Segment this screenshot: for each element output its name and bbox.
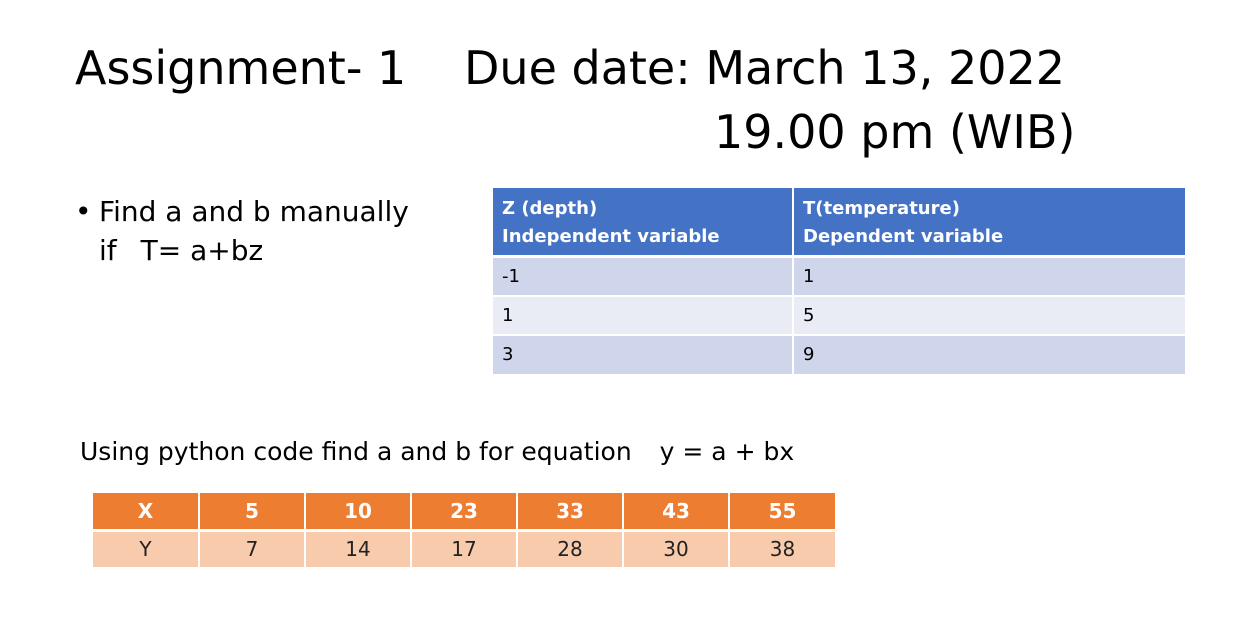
table-cell: 1 <box>793 255 1185 296</box>
bullet-text: Find a and b manually <box>99 195 409 228</box>
bullet-equation: T= a+bz <box>140 234 264 267</box>
python-task-text: Using python code find a and b for equat… <box>80 434 794 470</box>
header-temperature: T(temperature) Dependent variable <box>793 188 1185 258</box>
bullet-line-2: if T= a+bz <box>75 231 409 270</box>
manual-task-bullet: • Find a and b manually if T= a+bz <box>75 192 409 270</box>
table-cell: 3 <box>493 333 794 374</box>
table-row: -1 1 <box>493 255 1185 296</box>
depth-temperature-table: Z (depth) Independent variable T(tempera… <box>493 188 1185 374</box>
python-task-instruction: Using python code find a and b for equat… <box>80 437 632 466</box>
y-label: Y <box>93 530 199 567</box>
python-task-equation: y = a + bx <box>659 437 795 466</box>
table-cell: 1 <box>493 294 794 335</box>
bullet-if: if <box>99 234 117 267</box>
table-cell: 5 <box>793 294 1185 335</box>
bullet-marker: • <box>75 195 92 228</box>
x-value: 5 <box>198 493 305 532</box>
x-value: 55 <box>728 493 835 532</box>
xy-data-table: X 5 10 23 33 43 55 Y 7 14 17 28 30 38 <box>93 493 835 567</box>
xy-header-row: X 5 10 23 33 43 55 <box>93 493 835 532</box>
title-due-time: 19.00 pm (WIB) <box>714 105 1076 159</box>
y-value: 28 <box>516 530 623 567</box>
x-value: 43 <box>622 493 729 532</box>
x-value: 10 <box>304 493 411 532</box>
y-value: 38 <box>728 530 835 567</box>
header-depth-subtitle: Independent variable <box>502 226 720 247</box>
table-header-row: Z (depth) Independent variable T(tempera… <box>493 188 1185 258</box>
table-cell: 9 <box>793 333 1185 374</box>
xy-y-row: Y 7 14 17 28 30 38 <box>93 530 835 567</box>
header-temperature-subtitle: Dependent variable <box>803 226 1004 247</box>
x-label: X <box>93 493 199 532</box>
y-value: 17 <box>410 530 517 567</box>
table-row: 1 5 <box>493 294 1185 335</box>
header-depth: Z (depth) Independent variable <box>493 188 794 258</box>
title-due-date: Due date: March 13, 2022 <box>464 41 1066 95</box>
title-assignment: Assignment- 1 <box>75 41 407 95</box>
x-value: 23 <box>410 493 517 532</box>
y-value: 7 <box>198 530 305 567</box>
y-value: 30 <box>622 530 729 567</box>
table-cell: -1 <box>493 255 794 296</box>
header-depth-title: Z (depth) <box>502 198 598 219</box>
header-temperature-title: T(temperature) <box>803 198 960 219</box>
bullet-line-1: • Find a and b manually <box>75 192 409 231</box>
y-value: 14 <box>304 530 411 567</box>
x-value: 33 <box>516 493 623 532</box>
table-row: 3 9 <box>493 333 1185 374</box>
